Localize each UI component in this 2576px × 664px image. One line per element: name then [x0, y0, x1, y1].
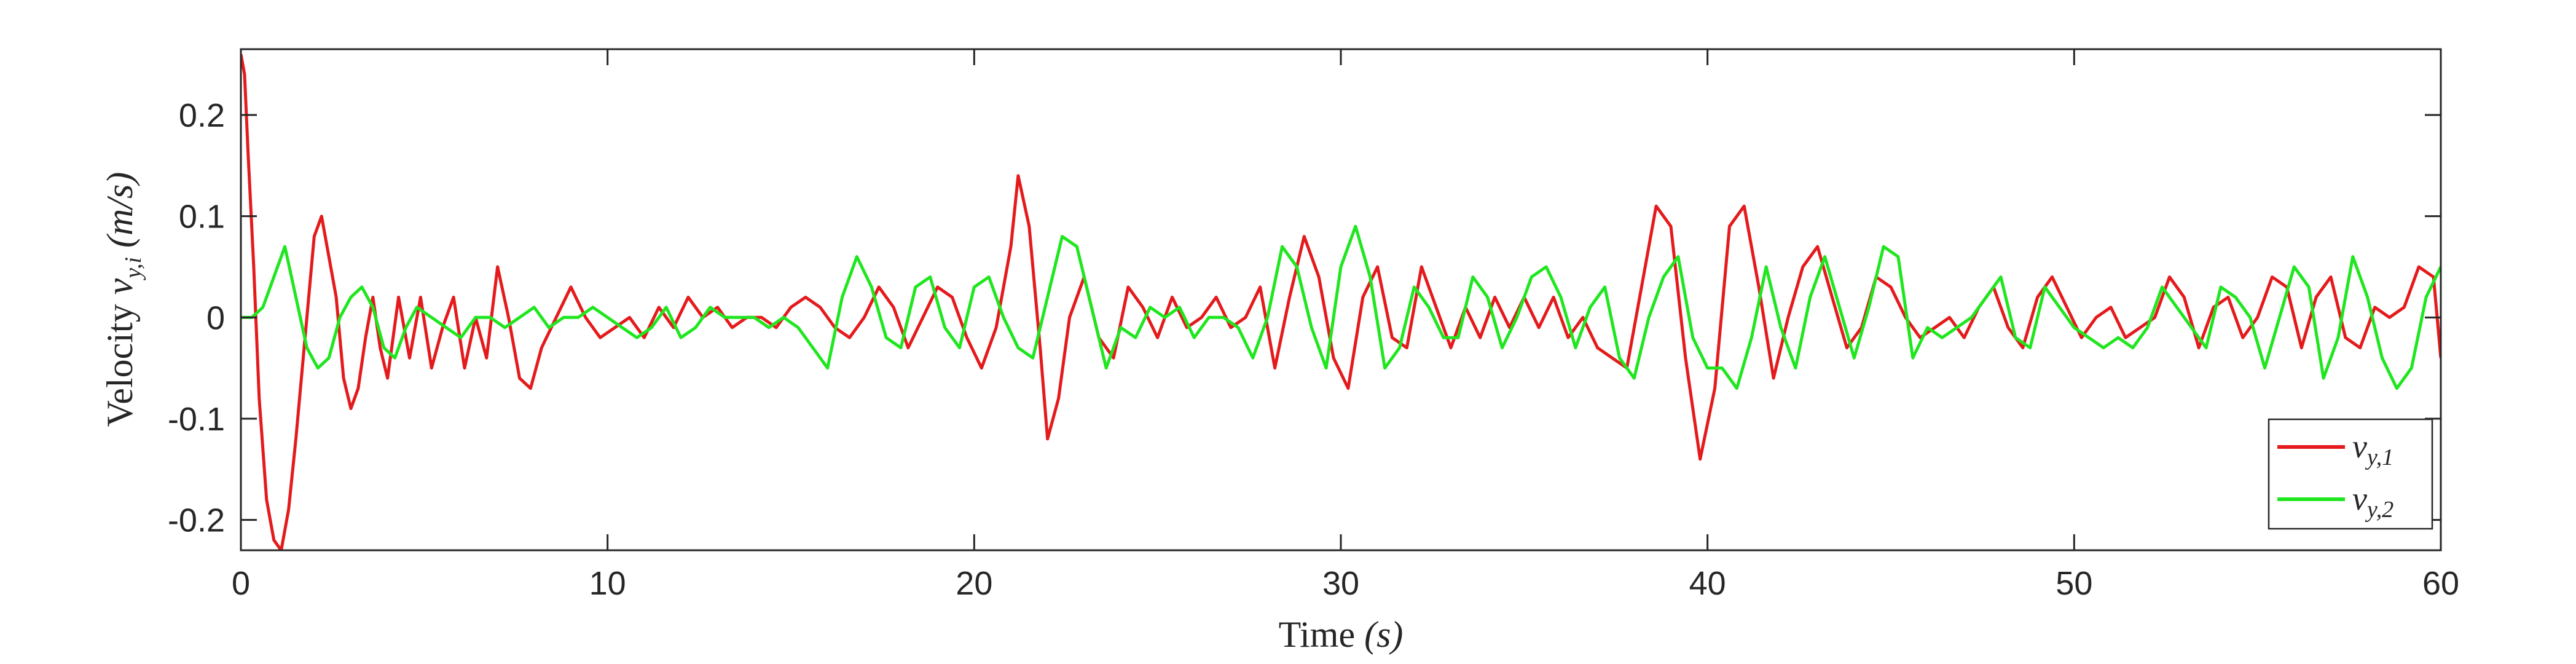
series-line-2	[241, 224, 2441, 390]
legend-box	[2268, 418, 2433, 530]
x-tick-label: 40	[1689, 565, 1726, 602]
y-tick-label: 0	[206, 299, 225, 336]
x-tick-label: 20	[956, 565, 992, 602]
tick-layer: 0 10 20 30 40 50 60 -0.2 -0.1 0 0.1 0.2	[168, 49, 2459, 602]
legend-label-series-1: vy,1	[2352, 428, 2393, 470]
x-tick-label: 60	[2422, 565, 2459, 602]
y-tick-label: -0.2	[168, 502, 225, 539]
x-axis-label: Time (s)	[1279, 614, 1404, 655]
y-tick-label: 0.1	[179, 199, 225, 235]
plot-background	[241, 49, 2441, 550]
legend: vy,1 vy,2	[2268, 418, 2433, 530]
y-tick-label: 0.2	[179, 97, 225, 134]
x-tick-label: 30	[1322, 565, 1359, 602]
series-layer	[241, 53, 2441, 550]
y-tick-label: -0.1	[168, 401, 225, 438]
series-line-1	[241, 53, 2441, 550]
y-axis-label: Velocity vy,i (m/s)	[100, 172, 146, 427]
legend-label-series-2: vy,2	[2352, 480, 2393, 523]
x-tick-label: 10	[589, 565, 626, 602]
x-tick-label: 0	[232, 565, 250, 602]
x-tick-label: 50	[2056, 565, 2092, 602]
